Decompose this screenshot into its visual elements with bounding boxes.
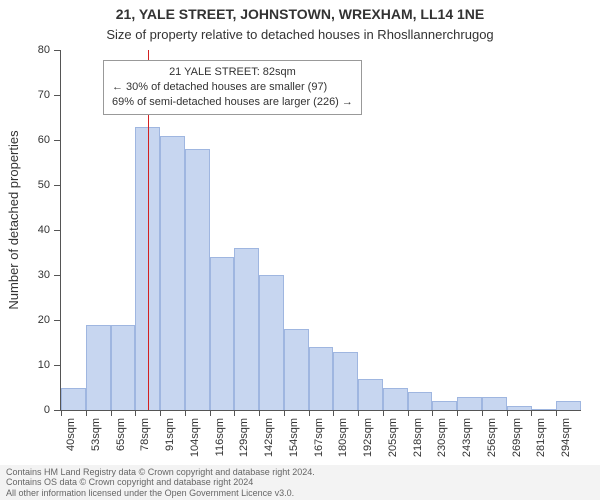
annotation-box: 21 YALE STREET: 82sqm ← 30% of detached … [103,60,362,115]
footer-line1: Contains HM Land Registry data © Crown c… [6,467,594,477]
ytick-label: 10 [0,359,50,371]
xtick-label: 91sqm [164,418,176,451]
footer-line2: Contains OS data © Crown copyright and d… [6,477,594,487]
xtick [556,410,557,416]
xtick-label: 218sqm [412,418,424,457]
bar [333,352,358,411]
xtick [531,410,532,416]
bar [482,397,507,411]
chart-title: 21, YALE STREET, JOHNSTOWN, WREXHAM, LL1… [0,0,600,23]
bar [532,409,557,410]
xtick [111,410,112,416]
xtick-label: 256sqm [486,418,498,457]
chart-subtitle: Size of property relative to detached ho… [0,23,600,45]
xtick [259,410,260,416]
xtick [507,410,508,416]
annotation-line2: ← 30% of detached houses are smaller (97… [112,80,353,95]
xtick-label: 142sqm [263,418,275,457]
xtick [210,410,211,416]
footer: Contains HM Land Registry data © Crown c… [0,465,600,500]
ytick-label: 80 [0,44,50,56]
bar [309,347,334,410]
xtick [383,410,384,416]
ytick [54,50,60,51]
xtick-label: 53sqm [90,418,102,451]
xtick-label: 180sqm [337,418,349,457]
ytick [54,410,60,411]
bar [61,388,86,411]
bar [86,325,111,411]
bar [259,275,284,410]
bar [284,329,309,410]
xtick-label: 78sqm [139,418,151,451]
xtick [61,410,62,416]
xtick [358,410,359,416]
xtick [284,410,285,416]
xtick-label: 281sqm [535,418,547,457]
ytick-label: 30 [0,269,50,281]
ytick [54,185,60,186]
bar [457,397,482,411]
xtick [86,410,87,416]
ytick [54,275,60,276]
bar [383,388,408,411]
ytick-label: 50 [0,179,50,191]
bar [185,149,210,410]
footer-line3: All other information licensed under the… [6,488,594,498]
xtick [457,410,458,416]
chart-container: 21, YALE STREET, JOHNSTOWN, WREXHAM, LL1… [0,0,600,500]
xtick [135,410,136,416]
bar [160,136,185,411]
xtick-label: 40sqm [65,418,77,451]
xtick-label: 269sqm [511,418,523,457]
xtick-label: 294sqm [560,418,572,457]
xtick [482,410,483,416]
ytick-label: 20 [0,314,50,326]
bar [507,406,532,411]
xtick-label: 129sqm [238,418,250,457]
xtick-label: 243sqm [461,418,473,457]
xtick [309,410,310,416]
xtick-label: 205sqm [387,418,399,457]
ytick [54,140,60,141]
plot-area: 21 YALE STREET: 82sqm ← 30% of detached … [60,50,581,411]
ytick [54,320,60,321]
xtick [333,410,334,416]
xtick-label: 65sqm [115,418,127,451]
bar [408,392,433,410]
ytick-label: 0 [0,404,50,416]
xtick-label: 167sqm [313,418,325,457]
ytick-label: 40 [0,224,50,236]
ytick-label: 70 [0,89,50,101]
xtick [432,410,433,416]
bar [111,325,136,411]
xtick [408,410,409,416]
ytick [54,365,60,366]
annotation-line1: 21 YALE STREET: 82sqm [112,65,353,80]
bar [358,379,383,411]
annotation-line3: 69% of semi-detached houses are larger (… [112,95,353,110]
bar [234,248,259,410]
bar [210,257,235,410]
ytick [54,230,60,231]
xtick-label: 104sqm [189,418,201,457]
y-axis-label: Number of detached properties [6,130,21,309]
xtick [234,410,235,416]
ytick-label: 60 [0,134,50,146]
xtick-label: 116sqm [214,418,226,456]
ytick [54,95,60,96]
bar [556,401,581,410]
xtick [185,410,186,416]
bar [432,401,457,410]
xtick-label: 192sqm [362,418,374,457]
xtick-label: 230sqm [436,418,448,457]
xtick-label: 154sqm [288,418,300,457]
xtick [160,410,161,416]
